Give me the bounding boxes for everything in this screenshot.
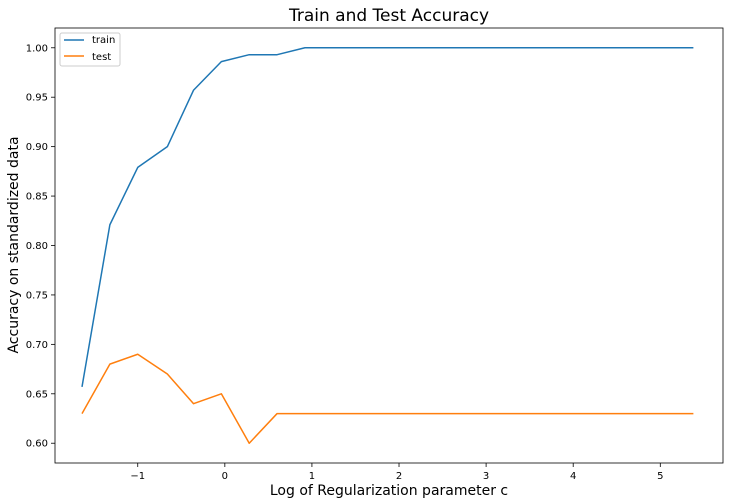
x-tick-label: −1	[130, 471, 145, 482]
x-tick-label: 0	[222, 471, 228, 482]
series-line-test	[81, 353, 694, 444]
legend-train-label: train	[92, 35, 115, 46]
y-tick-label: 0.60	[26, 439, 48, 450]
y-tick-label: 1.00	[26, 43, 48, 54]
legend-test-label: test	[92, 52, 111, 63]
legend-box	[59, 32, 121, 67]
x-tick-label: 3	[483, 471, 489, 482]
y-tick-label: 0.65	[26, 389, 48, 400]
x-tick-label: 5	[657, 471, 663, 482]
y-tick-label: 0.85	[26, 192, 48, 203]
y-axis-label: Accuracy on standardized data	[6, 136, 22, 353]
y-tick-label: 0.95	[26, 93, 48, 104]
y-tick-label: 0.80	[26, 241, 48, 252]
x-axis: −1 0 1 2 3 4 5	[130, 463, 663, 482]
series-lines	[81, 47, 694, 444]
y-tick-label: 0.70	[26, 340, 48, 351]
y-tick-label: 0.75	[26, 290, 48, 301]
y-axis: 0.60 0.65 0.70 0.75 0.80 0.85 0.90 0.95 1.00	[26, 43, 55, 450]
plot-area	[54, 27, 724, 464]
series-line-train	[81, 47, 694, 387]
x-tick-label: 2	[396, 471, 402, 482]
x-tick-label: 4	[570, 471, 576, 482]
y-tick-label: 0.90	[26, 142, 48, 153]
chart-title: Train and Test Accuracy	[288, 6, 489, 26]
legend: train test	[59, 32, 121, 67]
x-axis-label: Log of Regularization parameter c	[270, 483, 508, 499]
x-tick-label: 1	[309, 471, 315, 482]
